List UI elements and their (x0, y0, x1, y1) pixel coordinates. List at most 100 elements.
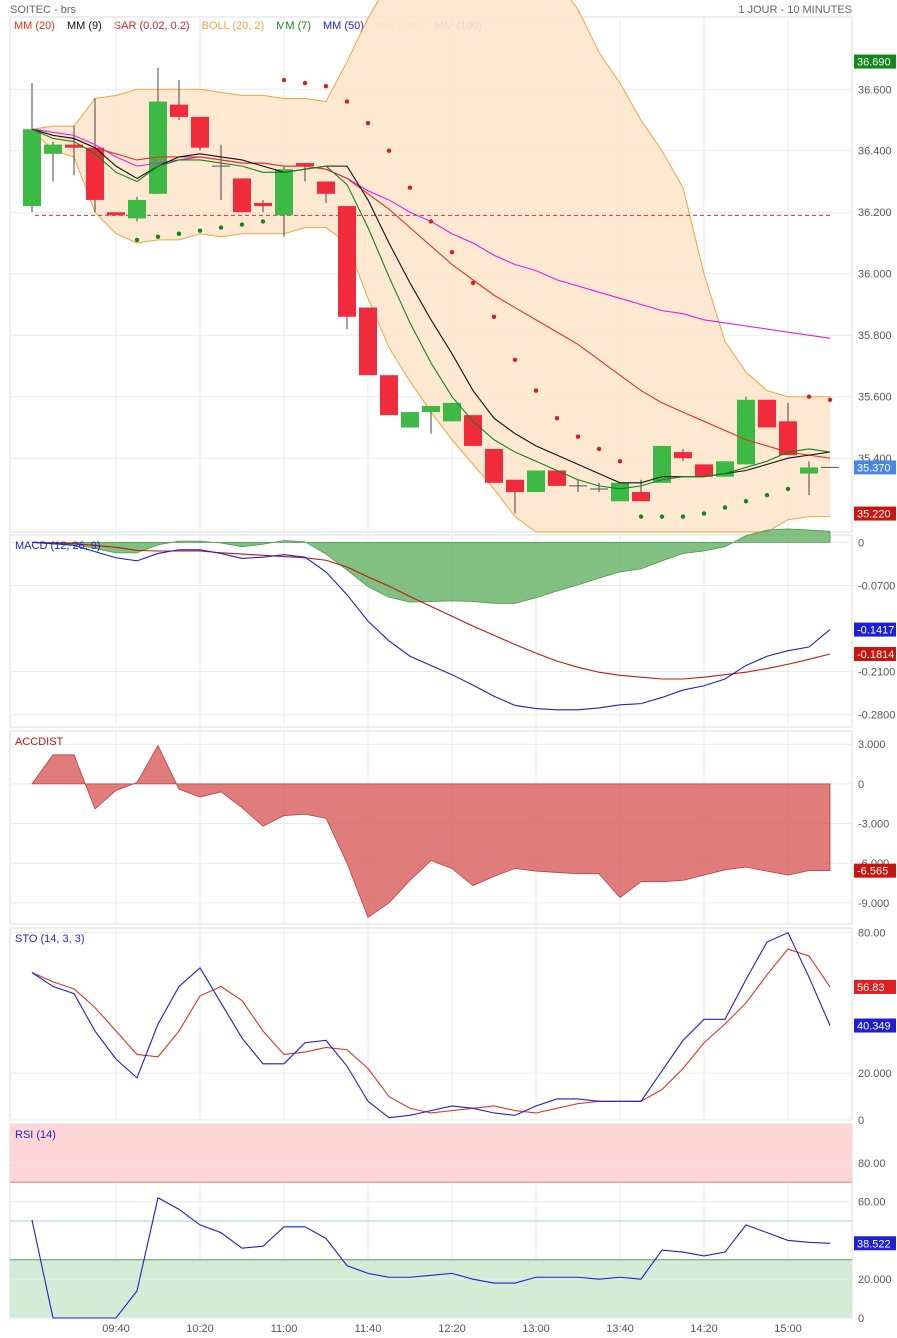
candle-down (65, 144, 83, 148)
candle-down (86, 147, 104, 200)
rsi-value-tag-bg (854, 1236, 896, 1251)
last-price-tag-bg (854, 460, 896, 475)
accdist-area (31, 744, 831, 919)
sar-dot (386, 148, 392, 153)
price-high-tag-bg (854, 54, 896, 69)
accdist-title: ACCDIST (15, 736, 64, 748)
price-tick-label: 35.800 (858, 330, 892, 342)
sto-d-tag: 56.83 (857, 982, 885, 994)
sar-dot (218, 225, 224, 230)
candle-up (653, 445, 671, 483)
legend-item: MM (7) (276, 20, 311, 32)
accdist-tick-label: -3.000 (858, 819, 889, 831)
candle-up (128, 199, 146, 219)
x-tick-label: 11:00 (271, 1323, 298, 1335)
candle-down (674, 452, 692, 459)
sar-dot (638, 514, 644, 519)
price-tick-label: 35.600 (858, 392, 892, 404)
accdist-pane-frame (9, 730, 853, 925)
sto-tick-label: 20.000 (858, 1068, 892, 1080)
candle-up (422, 405, 440, 413)
macd-tick-label: -0.2100 (858, 667, 895, 679)
candle-down (632, 492, 650, 502)
candle-up (23, 129, 41, 207)
candle-down (254, 203, 272, 207)
last-price-tag: 35.370 (857, 462, 891, 474)
legend-item: MM (9) (67, 20, 102, 32)
sar-dot (449, 250, 455, 255)
x-tick-label: 13:00 (522, 1323, 550, 1335)
legend-item: SAR (0.02, 0.2) (114, 20, 190, 32)
sar-dot (260, 219, 266, 224)
accdist-tick-label: -9.000 (858, 898, 889, 910)
sto-k-tag-bg (854, 1018, 896, 1033)
sar-dot (617, 459, 623, 464)
sar-dot (407, 185, 413, 190)
macd-signal-tag-bg (854, 647, 896, 662)
sar-dot (785, 486, 791, 492)
sar-dot (659, 514, 665, 519)
macd-tick-label: -0.0700 (858, 580, 895, 592)
candle-down (779, 421, 797, 456)
sar-dot (827, 397, 833, 402)
x-tick-label: 15:00 (774, 1323, 802, 1335)
sar-dot (197, 228, 203, 233)
macd-value-tag: -0.1417 (857, 625, 894, 637)
candle-down (233, 178, 251, 213)
candle-up (44, 144, 62, 154)
rsi-title: RSI (14) (15, 1129, 56, 1141)
sar-dot (701, 511, 707, 516)
price-tick-label: 36.200 (858, 207, 892, 219)
bollinger-band-fill (32, 0, 830, 532)
bollinger-upper-line (31, 0, 830, 398)
candle-down (359, 307, 377, 376)
legend-item: MM (50) (323, 20, 364, 32)
sar-dot (365, 120, 371, 126)
sar-dot (680, 514, 686, 519)
x-tick-label: 14:20 (690, 1323, 718, 1335)
sto-k-line (31, 931, 831, 1119)
sar-dot (722, 505, 728, 510)
price-tick-label: 36.600 (858, 84, 892, 96)
price-low-tag-bg (854, 506, 896, 521)
accdist-value-tag-bg (854, 863, 896, 878)
sar-dot (491, 314, 497, 319)
sar-dot (554, 416, 560, 421)
rsi-line (31, 1196, 831, 1319)
candle-down (548, 470, 566, 486)
x-tick-label: 09:40 (102, 1323, 130, 1335)
candle-up (275, 169, 293, 216)
sto-d-line (31, 948, 831, 1114)
sar-dot (176, 231, 182, 236)
sar-dot (155, 234, 161, 240)
accdist-value-tag: -6.565 (857, 866, 888, 878)
macd-pane-frame (9, 534, 853, 728)
price-low-tag: 35.220 (857, 509, 891, 521)
candle-up (527, 470, 545, 493)
candle-down (758, 399, 776, 428)
candle-up (443, 402, 461, 422)
legend-item: BOLL (20, 2) (202, 20, 265, 32)
macd-tick-label: -0.2800 (858, 710, 895, 722)
x-tick-label: 10:20 (186, 1323, 214, 1335)
sar-dot (323, 83, 329, 89)
macd-title: MACD (12, 26, 9) (15, 540, 101, 552)
mm20-line (31, 128, 831, 459)
accdist-tick-label: 0 (858, 779, 864, 791)
candle-down (485, 448, 503, 483)
x-tick-label: 12:20 (438, 1323, 466, 1335)
sto-title: STO (14, 3, 3) (15, 933, 85, 945)
rsi-value-tag: 38.522 (857, 1238, 891, 1250)
candle-down (317, 181, 335, 194)
sto-k-tag: 40.349 (857, 1021, 891, 1033)
candle-down (338, 206, 356, 317)
accdist-tick-label: 3.000 (858, 739, 886, 751)
candle-up (149, 101, 167, 194)
panels: 36.60036.40036.20036.00035.80035.60035.4… (9, 0, 896, 1335)
sto-tick-label: 80.00 (858, 928, 886, 940)
macd-signal-line (31, 541, 831, 680)
sar-dot (596, 446, 602, 452)
rsi-oversold-zone (10, 1259, 852, 1318)
sar-dot (470, 280, 476, 286)
price-high-tag: 36.690 (857, 57, 891, 69)
